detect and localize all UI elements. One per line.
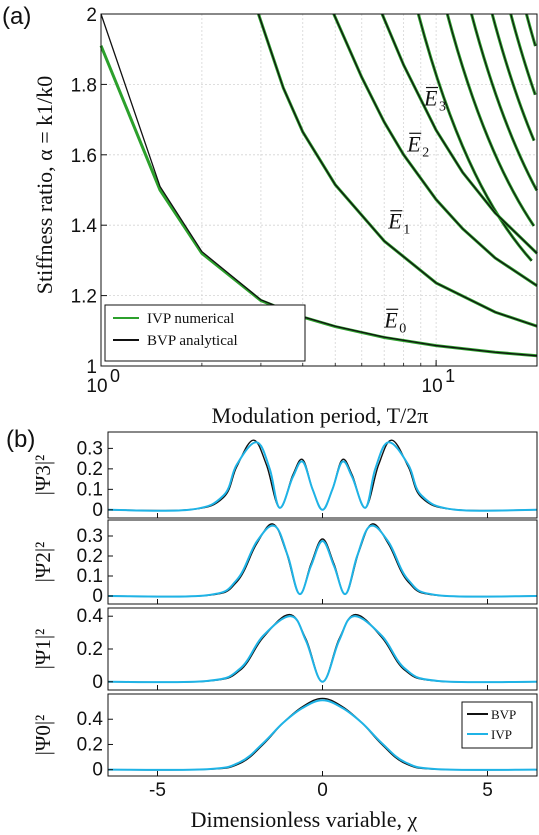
bvp-curve-n3 (381, 13, 538, 254)
level-label-E2-subscript: 2 (422, 145, 429, 160)
bvp-curve (107, 439, 538, 512)
panel-b-label: (b) (6, 426, 35, 453)
chart-b-xlabel: Dimensionless variable, χ (191, 807, 418, 832)
y-tick-label: 1.2 (71, 287, 97, 308)
ivp-curve (107, 441, 538, 512)
y-tick-label: 0 (92, 500, 103, 521)
subplot-ylabel: |Ψ2|² (31, 542, 55, 583)
subplot-frame (107, 607, 538, 691)
ivp-curve (107, 524, 538, 598)
y-tick-label: 0.2 (77, 546, 103, 567)
bvp-curve (107, 523, 538, 598)
ivp-curve (107, 615, 538, 684)
chart-a-xlabel: Modulation period, T/2π (212, 403, 429, 428)
level-label-E2-letter: E (406, 131, 421, 156)
ivp-curve-n2 (332, 13, 538, 287)
bvp-curve (107, 697, 538, 771)
x-tick-label: 5 (482, 780, 493, 801)
level-label-E3-letter: E (423, 86, 438, 111)
bvp-curve-higher (417, 13, 533, 262)
legend-entry-ivp: IVP numerical (147, 311, 234, 327)
y-tick-label: 1.8 (71, 75, 97, 96)
y-tick-label: 0.3 (77, 526, 103, 547)
bvp-curve-higher (470, 13, 538, 191)
x-tick-label: 10 (422, 376, 443, 397)
ivp-curve-higher (416, 13, 533, 262)
ivp-curve (107, 699, 538, 771)
y-tick-label: 0.3 (77, 438, 103, 459)
ivp-curve-n3 (380, 13, 539, 255)
y-tick-label: 1.4 (71, 216, 98, 237)
x-tick-label: 0 (317, 780, 328, 801)
y-tick-label: 0 (92, 672, 103, 693)
y-tick-label: 1.6 (71, 146, 97, 167)
y-tick-label: 0 (92, 586, 103, 607)
ivp-curve-n1 (257, 13, 538, 328)
bvp-curve (107, 613, 538, 683)
x-tick-label: -5 (149, 780, 166, 801)
level-label-E3-subscript: 3 (439, 100, 446, 115)
level-label-E0-letter: E (383, 307, 398, 332)
ivp-curve-higher (470, 13, 539, 192)
level-label-E1-letter: E (387, 209, 402, 234)
bvp-curve-n2 (333, 13, 538, 287)
y-tick-label: 0 (92, 760, 103, 781)
y-tick-label: 0.4 (77, 709, 104, 730)
chart-a-annotations: E 0E 1E 2E 3 (383, 86, 446, 337)
legend-entry-bvp: BVP analytical (147, 333, 238, 349)
bvp-curve-higher (510, 13, 536, 95)
chart-b-subplot-2: 00.10.20.3 |Ψ2|² (31, 519, 538, 607)
subplot-frame (107, 519, 538, 605)
chart-b: 00.10.20.3|Ψ3|²00.10.20.3|Ψ2|²00.20.4|Ψ1… (31, 431, 538, 801)
y-tick-label: 0.4 (77, 606, 104, 627)
y-tick-label: 0.2 (77, 459, 103, 480)
subplot-ylabel: |Ψ1|² (31, 629, 55, 670)
x-tick-label: 10 (86, 376, 107, 397)
y-tick-label: 1 (86, 357, 97, 378)
subplot-frame (107, 431, 538, 519)
chart-a-legend: IVP numerical BVP analytical (104, 304, 306, 362)
panel-a-label: (a) (2, 3, 31, 30)
bvp-curve-higher (491, 13, 535, 141)
y-tick-label: 0.1 (77, 479, 103, 500)
legend-entry-bvp: BVP (491, 707, 516, 722)
y-tick-label: 0.2 (77, 639, 103, 660)
chart-a-frame (100, 13, 538, 367)
bvp-curve-n0 (100, 13, 538, 357)
bvp-curve-higher (525, 13, 536, 47)
level-label-E1-subscript: 1 (403, 223, 410, 238)
x-tick-exponent: 1 (445, 366, 455, 386)
y-tick-label: 2 (86, 5, 97, 26)
legend-box (104, 304, 306, 362)
bvp-curve-n1 (257, 13, 538, 327)
chart-a-curves (99, 13, 539, 358)
chart-b-subplot-3: 00.10.20.3 |Ψ3|² (31, 431, 538, 521)
y-tick-label: 0.2 (77, 734, 103, 755)
subplot-ylabel: |Ψ0|² (31, 715, 55, 756)
ivp-curve-higher (490, 13, 536, 142)
x-tick-exponent: 0 (110, 366, 120, 386)
chart-b-subplot-1: 0 0.2 0.4 |Ψ1|² (31, 606, 538, 693)
level-label-E0-subscript: 0 (399, 321, 406, 336)
bvp-curve-higher (446, 13, 535, 227)
subplot-ylabel: |Ψ3|² (31, 455, 55, 496)
legend-box (461, 701, 533, 749)
chart-b-subplot-0: 0 0.2 0.4 |Ψ0|² -5 0 5 BVP IVP (31, 693, 538, 801)
legend-entry-ivp: IVP (491, 727, 512, 742)
chart-a-ylabel: Stiffness ratio, α = k1/k0 (32, 76, 57, 294)
y-tick-label: 0.1 (77, 566, 103, 587)
